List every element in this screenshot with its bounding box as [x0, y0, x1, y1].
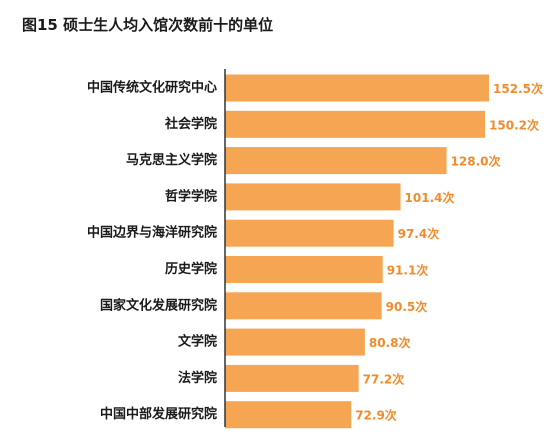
bar: [225, 183, 401, 211]
category-label: 马克思主义学院: [126, 152, 217, 168]
value-label: 72.9次: [355, 408, 397, 423]
bar: [225, 110, 486, 138]
bar: [225, 219, 394, 247]
category-label: 文学院: [178, 334, 217, 350]
bar: [225, 328, 365, 356]
value-label: 80.8次: [369, 335, 411, 350]
category-label: 中国边界与海洋研究院: [87, 225, 217, 241]
value-label: 77.2次: [363, 371, 405, 386]
category-label: 中国中部发展研究院: [100, 406, 217, 422]
bar: [225, 147, 447, 175]
category-label: 历史学院: [165, 261, 217, 277]
value-label: 97.4次: [398, 226, 440, 241]
value-label: 152.5次: [493, 81, 543, 96]
value-label: 101.4次: [405, 190, 455, 205]
bar: [225, 364, 359, 392]
category-label: 中国传统文化研究中心: [87, 80, 217, 96]
bar: [225, 401, 352, 429]
value-label: 90.5次: [386, 299, 428, 314]
category-label: 法学院: [178, 370, 217, 386]
value-label: 128.0次: [451, 154, 501, 169]
chart-title: 图15 硕士生人均入馆次数前十的单位: [22, 16, 274, 34]
value-label: 150.2次: [489, 117, 539, 132]
bar: [225, 256, 383, 283]
category-label: 国家文化发展研究院: [100, 297, 217, 313]
category-label: 社会学院: [164, 116, 217, 132]
category-label: 哲学学院: [165, 188, 217, 204]
value-label: 91.1次: [387, 263, 429, 278]
bar: [225, 292, 382, 320]
bar: [225, 74, 489, 102]
